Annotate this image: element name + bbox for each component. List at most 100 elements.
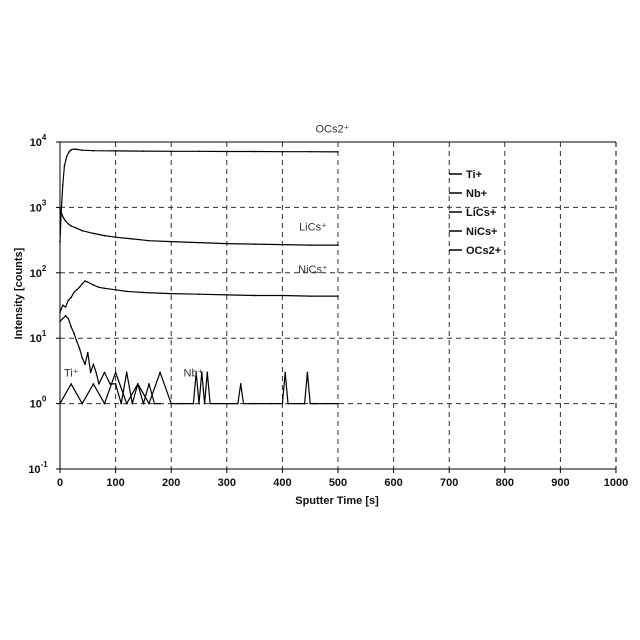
data-point	[298, 403, 300, 405]
annotation-label: OCs2⁺	[315, 123, 349, 135]
data-point	[76, 149, 78, 151]
data-point	[337, 151, 339, 153]
y-tick-base: 10	[30, 137, 42, 149]
data-point	[337, 244, 339, 246]
data-point	[159, 403, 161, 405]
data-point	[284, 372, 286, 374]
data-point	[254, 151, 256, 153]
data-point	[70, 383, 72, 385]
legend-label: Nb+	[466, 188, 487, 200]
x-tick-label: 900	[551, 477, 569, 489]
y-tick-exponent: -1	[41, 460, 49, 469]
data-point	[226, 243, 228, 245]
data-point	[148, 240, 150, 242]
data-point	[87, 281, 89, 283]
x-tick-label: 0	[57, 477, 63, 489]
y-tick-base: 10	[30, 202, 42, 214]
data-point	[93, 383, 95, 385]
data-point	[309, 151, 311, 153]
data-point	[131, 403, 133, 405]
data-point	[98, 383, 100, 385]
data-point	[73, 148, 75, 150]
data-point	[237, 403, 239, 405]
data-point	[207, 372, 209, 374]
data-point	[87, 352, 89, 354]
data-point	[287, 403, 289, 405]
data-point	[79, 287, 81, 289]
data-point	[304, 403, 306, 405]
data-point	[193, 403, 195, 405]
data-point	[226, 403, 228, 405]
data-point	[143, 403, 145, 405]
data-point	[148, 383, 150, 385]
data-point	[309, 244, 311, 246]
data-point	[126, 403, 128, 405]
x-tick-label: 200	[162, 477, 180, 489]
data-point	[104, 287, 106, 289]
data-point	[93, 363, 95, 365]
x-tick-label: 800	[496, 477, 514, 489]
data-point	[170, 403, 172, 405]
data-point	[204, 403, 206, 405]
data-point	[73, 332, 75, 334]
data-point	[59, 241, 61, 243]
data-point	[76, 340, 78, 342]
data-point	[159, 372, 161, 374]
data-point	[76, 227, 78, 229]
data-point	[143, 292, 145, 294]
data-point	[76, 289, 78, 291]
data-point	[98, 287, 100, 289]
data-point	[137, 383, 139, 385]
data-point	[70, 225, 72, 227]
data-point	[131, 238, 133, 240]
data-point	[115, 289, 117, 291]
data-point	[95, 372, 97, 374]
data-point	[315, 403, 317, 405]
data-point	[115, 383, 117, 385]
data-point	[243, 403, 245, 405]
data-point	[66, 156, 68, 158]
data-point	[282, 295, 284, 297]
data-point	[254, 243, 256, 245]
y-tick-exponent: 1	[42, 329, 47, 338]
data-point	[65, 306, 67, 308]
data-point	[170, 151, 172, 153]
data-point	[182, 403, 184, 405]
data-point	[254, 295, 256, 297]
data-point	[198, 293, 200, 295]
data-point	[70, 297, 72, 299]
data-point	[337, 403, 339, 405]
data-point	[143, 150, 145, 152]
data-point	[84, 280, 86, 282]
data-point	[282, 244, 284, 246]
legend-label: Ti+	[466, 169, 482, 181]
data-point	[81, 283, 83, 285]
x-tick-label: 600	[384, 477, 402, 489]
data-point	[307, 372, 309, 374]
data-point	[65, 220, 67, 222]
data-point	[70, 326, 72, 328]
data-point	[79, 348, 81, 350]
data-point	[282, 403, 284, 405]
data-point	[68, 299, 70, 301]
data-point	[59, 208, 61, 210]
x-tick-label: 100	[106, 477, 124, 489]
data-point	[226, 294, 228, 296]
x-tick-label: 700	[440, 477, 458, 489]
y-tick-base: 10	[28, 464, 40, 476]
data-point	[62, 318, 64, 320]
x-tick-label: 300	[218, 477, 236, 489]
data-point	[170, 241, 172, 243]
data-point	[63, 217, 65, 219]
data-point	[62, 304, 64, 306]
data-point	[81, 230, 83, 232]
annotation-label: Ti⁺	[64, 367, 79, 379]
data-point	[126, 372, 128, 374]
y-tick-base: 10	[30, 333, 42, 345]
data-point	[104, 235, 106, 237]
data-point	[90, 372, 92, 374]
data-point	[209, 403, 211, 405]
data-point	[59, 311, 61, 313]
data-point	[254, 403, 256, 405]
y-axis-title: Intensity [counts]	[13, 247, 25, 339]
